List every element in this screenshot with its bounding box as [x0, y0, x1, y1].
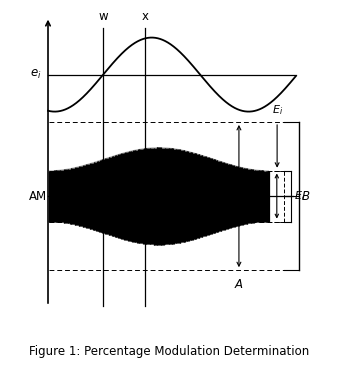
Text: $e_i$: $e_i$	[30, 68, 42, 81]
Text: x: x	[141, 9, 148, 23]
Text: $E_i$: $E_i$	[272, 104, 283, 118]
Text: $E_c$: $E_c$	[294, 189, 307, 203]
Text: AM: AM	[28, 189, 47, 203]
Text: A: A	[235, 278, 243, 291]
Text: Figure 1: Percentage Modulation Determination: Figure 1: Percentage Modulation Determin…	[29, 345, 310, 358]
Text: w: w	[98, 9, 108, 23]
Text: B: B	[302, 189, 310, 203]
